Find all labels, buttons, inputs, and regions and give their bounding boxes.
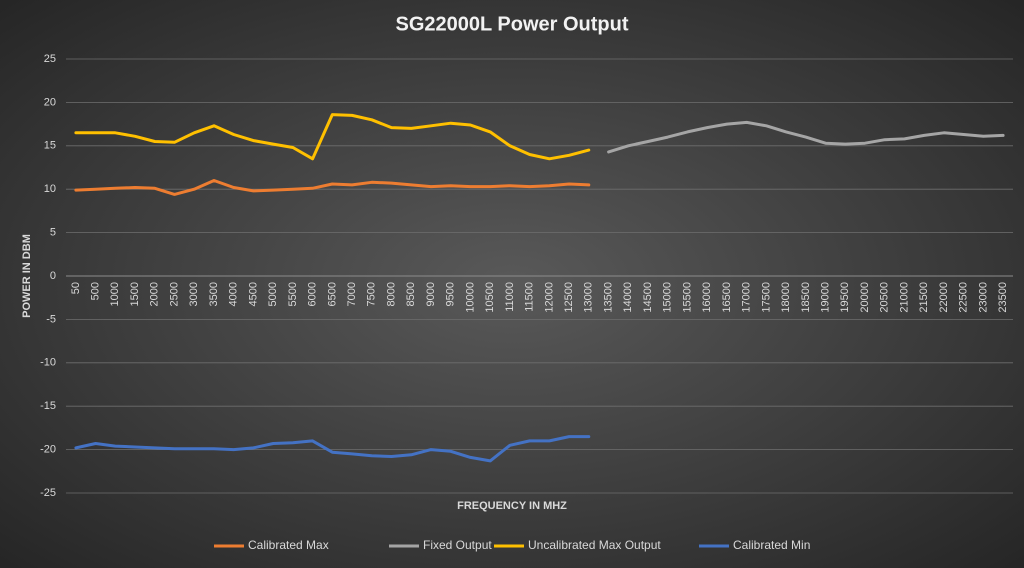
x-tick-label: 19500 [839,282,851,313]
x-tick-label: 22500 [958,282,970,313]
y-tick-label: -15 [40,400,56,412]
x-tick-label: 16500 [721,282,733,313]
x-tick-label: 3500 [208,282,220,306]
y-tick-label: 20 [44,96,56,108]
x-tick-label: 11000 [504,282,516,312]
x-tick-label: 15000 [662,282,674,313]
y-tick-label: 0 [50,270,56,282]
x-tick-label: 5000 [267,282,279,306]
x-tick-label: 50 [70,282,82,294]
legend-label: Calibrated Min [733,538,810,552]
series-line [74,435,591,463]
series-line [74,113,591,161]
x-tick-label: 500 [90,282,102,300]
x-tick-label: 5500 [287,282,299,306]
x-tick-label: 12000 [543,282,555,313]
x-tick-label: 10000 [464,282,476,313]
y-tick-label: -5 [46,313,56,325]
x-tick-label: 11500 [524,282,536,312]
x-tick-label: 4000 [228,282,240,306]
x-tick-label: 19000 [819,282,831,313]
x-tick-label: 22000 [938,282,950,313]
x-tick-label: 6000 [307,282,319,306]
x-tick-label: 20000 [859,282,871,313]
x-axis-label: FREQUENCY IN MHZ [457,500,567,512]
x-tick-label: 13000 [583,282,595,313]
x-tick-label: 17500 [760,282,772,313]
x-tick-label: 9000 [425,282,437,306]
x-tick-label: 21500 [918,282,930,313]
x-tick-label: 7500 [366,282,378,306]
x-tick-label: 2500 [168,282,180,306]
x-tick-label: 3000 [188,282,200,306]
x-tick-label: 4500 [247,282,259,306]
x-tick-label: 6500 [326,282,338,306]
x-tick-label: 23000 [977,282,989,313]
x-tick-label: 10500 [484,282,496,313]
y-axis-label: POWER IN DBM [21,234,33,318]
x-tick-label: 8500 [405,282,417,306]
x-tick-label: 23500 [997,282,1009,313]
x-tick-label: 1000 [109,282,121,306]
x-tick-label: 14500 [642,282,654,313]
x-tick-label: 20500 [879,282,891,313]
chart-title: SG22000L Power Output [395,13,628,35]
y-tick-label: 10 [44,183,56,195]
x-tick-label: 7000 [346,282,358,306]
y-tick-label: 5 [50,227,56,239]
x-tick-label: 21000 [898,282,910,313]
legend-label: Fixed Output [423,538,492,552]
x-tick-label: 13500 [602,282,614,313]
legend-label: Uncalibrated Max Output [528,538,661,552]
x-tick-label: 12500 [563,282,575,313]
legend-label: Calibrated Max [248,538,329,552]
x-tick-label: 18500 [800,282,812,313]
x-tick-label: 1500 [129,282,141,306]
series-line [607,120,1005,154]
x-tick-label: 2000 [149,282,161,306]
x-tick-label: 16000 [701,282,713,313]
y-tick-label: -25 [40,487,56,499]
x-tick-label: 17000 [741,282,753,313]
x-tick-label: 15500 [681,282,693,313]
x-tick-label: 8000 [385,282,397,306]
y-tick-label: -20 [40,444,56,456]
x-tick-label: 18000 [780,282,792,313]
x-tick-label: 9500 [445,282,457,306]
y-tick-label: -10 [40,357,56,369]
series-line [74,179,591,196]
x-tick-label: 14000 [622,282,634,313]
y-tick-label: 15 [44,140,56,152]
y-tick-label: 25 [44,53,56,65]
